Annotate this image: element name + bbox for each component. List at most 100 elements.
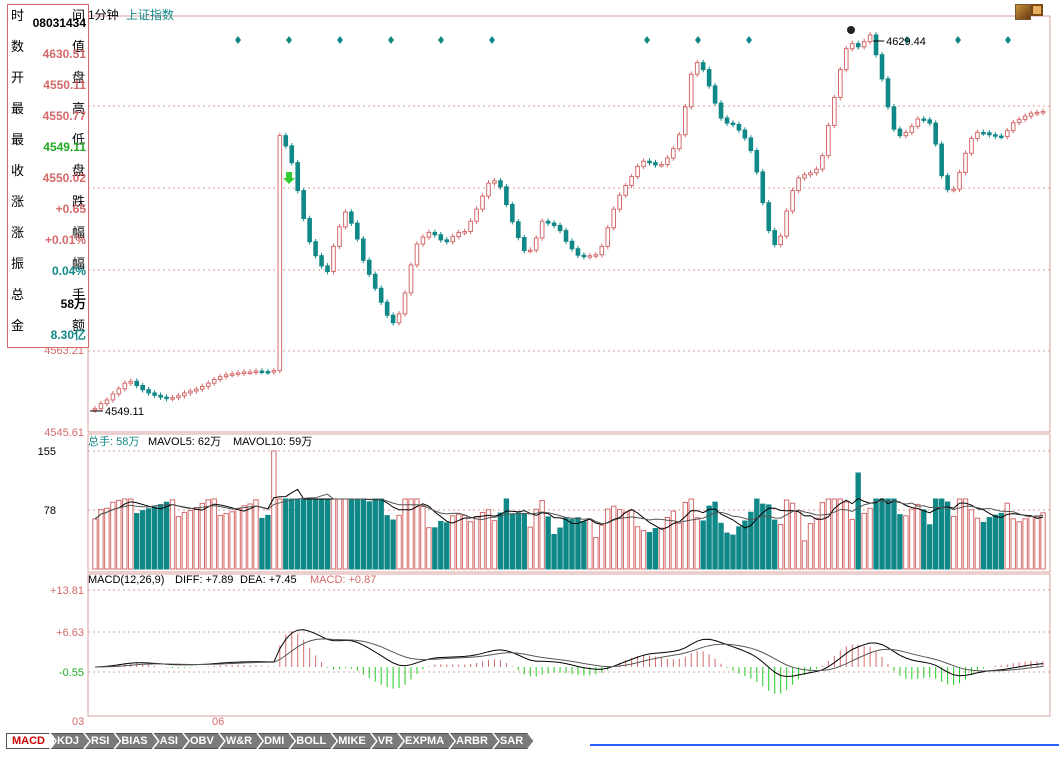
candle-body (235, 372, 241, 375)
volume-bar (467, 521, 474, 570)
info-value: 58万 (60, 297, 86, 311)
volume-bar (348, 498, 355, 570)
info-label: 振 (11, 257, 25, 272)
tab-sar[interactable]: SAR (494, 733, 533, 749)
volume-bar (181, 511, 188, 570)
candle-body (241, 371, 247, 375)
info-row: 金 额 8.30亿 (8, 315, 88, 353)
volume-bar (688, 498, 694, 570)
candle-body (981, 131, 986, 135)
candle-body (229, 373, 235, 376)
candle-body (205, 382, 211, 387)
volume-bar (259, 517, 265, 570)
candle-body (516, 221, 521, 239)
candle-body (873, 34, 879, 56)
candle-body (1004, 130, 1010, 138)
tab-wr[interactable]: W&R (220, 733, 262, 749)
volume-bar (724, 532, 730, 570)
signal-diamond-icon (746, 36, 752, 44)
volume-bar (777, 524, 784, 570)
info-unit: 幅 (71, 257, 85, 272)
candle-body (331, 245, 336, 273)
volume-bar (968, 509, 975, 570)
volume-bar (509, 513, 516, 570)
volume-bar (921, 509, 927, 570)
index-name[interactable]: 上证指数 (126, 8, 175, 22)
volume-bar (145, 508, 152, 570)
candle-body (837, 69, 843, 99)
volume-bar (593, 537, 599, 570)
volume-bar (801, 540, 808, 570)
candle-body (319, 255, 324, 267)
info-value: 4630.51 (42, 47, 86, 61)
volume-bar (718, 522, 724, 570)
candle-body (188, 390, 193, 394)
volume-bar (634, 526, 641, 570)
tab-asi[interactable]: ASI (154, 733, 188, 749)
candle-body (855, 43, 861, 48)
tab-obv[interactable]: OBV (184, 733, 224, 749)
price-axis-label: 4545.61 (44, 427, 84, 439)
volume-bar (354, 498, 361, 570)
tab-macd[interactable]: MACD (6, 733, 55, 749)
tab-vr[interactable]: VR (372, 733, 403, 749)
candle-body (998, 135, 1004, 139)
candle-body (730, 122, 736, 126)
volume-bar (569, 518, 575, 570)
candle-body (796, 177, 801, 192)
volume-bar (748, 511, 754, 570)
tab-mike[interactable]: MIKE (332, 733, 376, 749)
tab-arbr[interactable]: ARBR (450, 733, 498, 749)
info-unit: 低 (71, 133, 85, 148)
candle-body (521, 237, 527, 252)
candle-body (468, 220, 473, 233)
candle-body (164, 396, 169, 400)
volume-bar (187, 510, 194, 570)
volume-bar (670, 510, 677, 570)
tab-rsi[interactable]: RSI (85, 733, 119, 749)
signal-diamond-icon (337, 36, 343, 44)
volume-bar (974, 517, 981, 570)
period-label[interactable]: 1分钟 (88, 8, 119, 22)
tab-dmi[interactable]: DMI (258, 733, 294, 749)
candle-body (1040, 110, 1046, 114)
volume-bar (175, 516, 182, 570)
info-row: 开 盘 4550.11 (8, 67, 88, 105)
volume-bar (336, 498, 343, 570)
volume-bar (932, 498, 939, 570)
tab-boll[interactable]: BOLL (290, 733, 336, 749)
dea-line (94, 638, 1044, 672)
info-value: 8.30亿 (50, 328, 86, 342)
settings-icon[interactable] (1015, 4, 1031, 20)
candle-body (921, 118, 927, 121)
candle-body (808, 172, 813, 176)
candle-body (885, 78, 891, 108)
tab-expma[interactable]: EXPMA (399, 733, 454, 749)
volume-bar (742, 520, 748, 570)
volume-bar (622, 511, 629, 570)
tab-bias[interactable]: BIAS (115, 733, 157, 749)
volume-bar (539, 500, 545, 570)
window-toggle-icon[interactable] (1031, 4, 1043, 16)
signal-diamond-icon (388, 36, 394, 44)
macd-legend-macd: MACD: +0.87 (310, 574, 376, 586)
candle-body (307, 217, 312, 243)
volume-bar (575, 517, 581, 570)
volume-bar (521, 513, 527, 570)
volume-bar (873, 498, 879, 570)
info-unit: 手 (71, 288, 85, 303)
volume-bar (980, 521, 987, 570)
candle-body (450, 236, 456, 243)
volume-bar (772, 519, 778, 570)
volume-legend-ma10: MAVOL10: 59万 (233, 436, 312, 448)
candle-body (426, 231, 432, 238)
candle-body (939, 143, 944, 177)
candle-body (617, 194, 622, 210)
candle-body (969, 137, 974, 154)
volume-bar (825, 498, 832, 570)
candle-body (677, 134, 682, 150)
candle-body (396, 313, 402, 324)
candle-body (402, 292, 408, 315)
tab-kdj[interactable]: KDJ (51, 733, 89, 749)
